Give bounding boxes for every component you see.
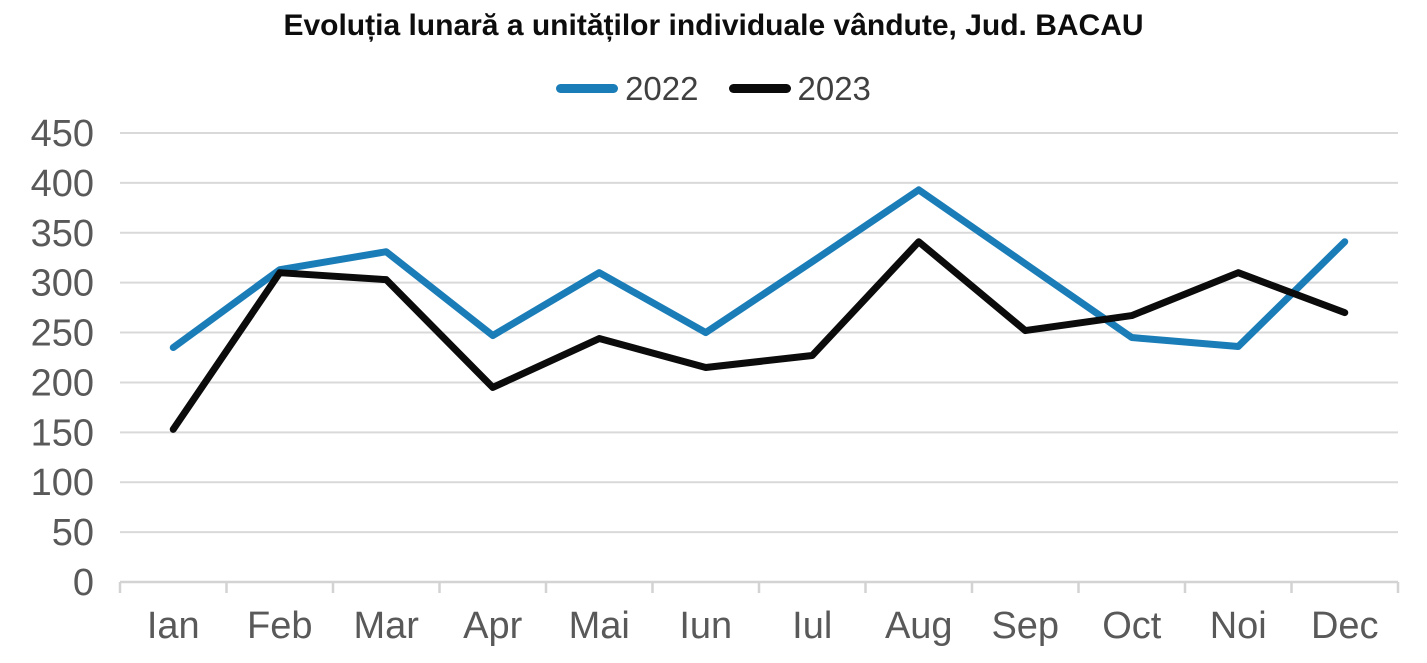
x-tick-label-Ian: Ian [147, 605, 200, 647]
series-line-2022 [169, 186, 1349, 352]
x-tick-label-Sep: Sep [991, 605, 1059, 647]
legend: 2022 2023 [0, 72, 1427, 105]
x-tick-label-Iul: Iul [792, 605, 832, 647]
y-tick-label-200: 200 [31, 362, 94, 404]
y-tick-label-250: 250 [31, 313, 94, 355]
x-tick-label-Oct: Oct [1102, 605, 1162, 647]
legend-item-2022: 2022 [556, 70, 699, 107]
y-tick-label-150: 150 [31, 412, 94, 454]
x-tick-label-Mai: Mai [569, 605, 630, 647]
x-tick-label-Mar: Mar [354, 605, 420, 647]
y-tick-label-50: 50 [52, 512, 94, 554]
chart-title: Evoluția lunară a unităților individuale… [283, 9, 1144, 42]
y-tick-label-100: 100 [31, 462, 94, 504]
legend-label-2022: 2022 [625, 70, 699, 107]
y-tick-label-300: 300 [31, 263, 94, 305]
y-tick-label-400: 400 [31, 163, 94, 205]
y-tick-label-450: 450 [31, 113, 94, 155]
y-tick-label-0: 0 [73, 562, 94, 604]
x-tick-label-Apr: Apr [463, 605, 522, 647]
y-tick-label-350: 350 [31, 213, 94, 255]
x-tick-label-Noi: Noi [1210, 605, 1267, 647]
x-tick-label-Dec: Dec [1311, 605, 1379, 647]
x-tick-label-Feb: Feb [247, 605, 312, 647]
x-tick-label-Iun: Iun [679, 605, 732, 647]
legend-swatch-2022 [556, 84, 619, 93]
legend-label-2023: 2023 [797, 70, 871, 107]
legend-item-2023: 2023 [728, 70, 871, 107]
legend-swatch-2023 [728, 84, 791, 93]
x-tick-label-Aug: Aug [885, 605, 953, 647]
series-line-2023 [169, 238, 1349, 433]
